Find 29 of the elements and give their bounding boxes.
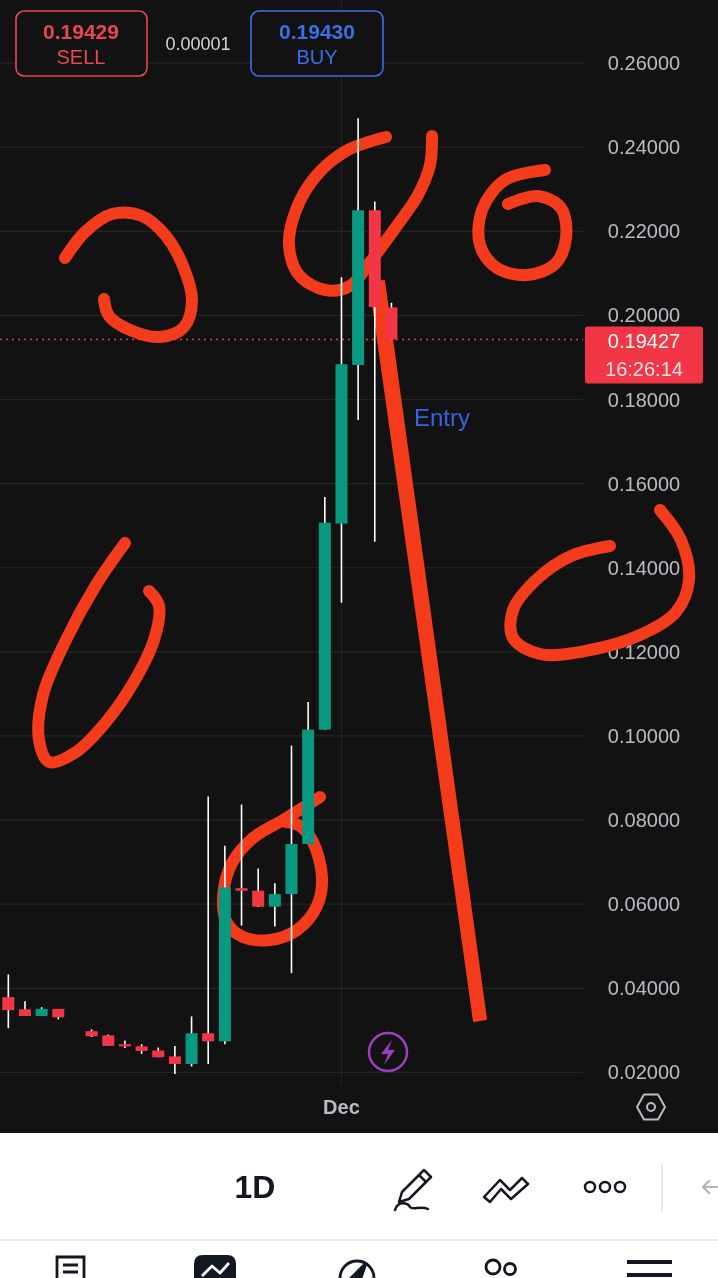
annotation: 0.00001: [165, 34, 231, 54]
y-tick-label: 0.22000: [607, 220, 681, 243]
y-tick-label: 0.08000: [607, 809, 681, 832]
y-tick-label: 0.06000: [607, 893, 681, 916]
y-tick-label: 0.26000: [607, 52, 681, 75]
y-tick-label: 0.18000: [607, 388, 681, 411]
y-tick-label: 0.02000: [607, 1061, 681, 1084]
y-tick-label: 0.04000: [607, 977, 681, 1000]
candlestick: [268, 882, 281, 928]
y-tick-label: 0.20000: [607, 304, 681, 327]
y-tick-label: 0.16000: [607, 472, 681, 495]
candlestick: [202, 795, 215, 1065]
annotation: BUY: [296, 46, 338, 68]
candlestick: [168, 1045, 181, 1075]
text: 1D: [234, 1169, 276, 1205]
candlestick: [235, 803, 248, 927]
candlestick: [118, 1039, 131, 1049]
annotation: 0.19430: [279, 19, 355, 43]
y-tick-label: 0.14000: [607, 556, 681, 579]
ref-line-label: 0.19427: [607, 329, 681, 352]
y-tick-label: 0.10000: [607, 724, 681, 747]
candlestick: [252, 867, 265, 908]
text: 16:26:14: [605, 357, 683, 380]
x-tick-label: Dec: [323, 1096, 360, 1118]
annotation: 0.19429: [43, 19, 119, 43]
y-tick-label: 0.24000: [607, 136, 681, 159]
annotation: Entry: [413, 403, 471, 431]
candlestick: [2, 973, 15, 1030]
annotation: SELL: [56, 46, 106, 68]
